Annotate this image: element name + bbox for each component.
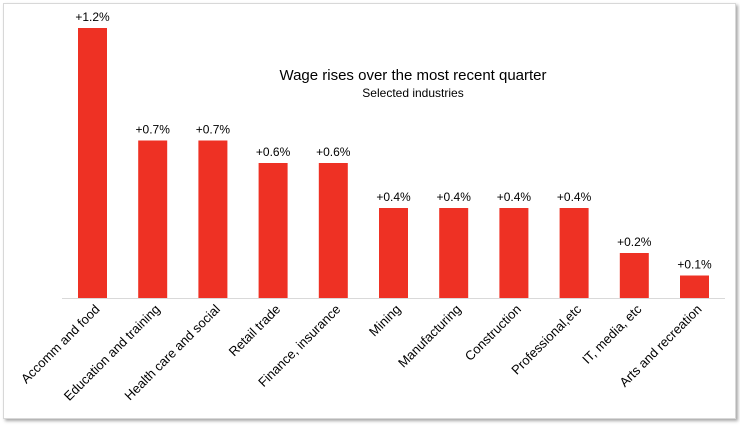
data-label: +0.7% — [136, 123, 171, 137]
data-label: +0.4% — [557, 190, 592, 204]
data-label: +0.4% — [497, 190, 532, 204]
data-label: +1.2% — [75, 10, 110, 24]
bar — [198, 140, 228, 298]
bar — [680, 275, 709, 298]
x-tick-label: IT, media, etc — [579, 301, 645, 367]
bar — [78, 28, 107, 298]
bar — [258, 163, 288, 298]
bar — [379, 208, 408, 298]
bar — [138, 140, 168, 298]
data-label: +0.4% — [437, 190, 472, 204]
chart-subtitle: Selected industries — [362, 86, 463, 100]
x-tick-label: Retail trade — [226, 302, 284, 360]
x-tick-label: Mining — [366, 302, 404, 340]
x-tick-label: Construction — [462, 302, 524, 364]
bar — [499, 208, 529, 298]
data-label: +0.2% — [617, 235, 652, 249]
data-label: +0.1% — [677, 258, 712, 272]
data-label: +0.6% — [316, 145, 351, 159]
bar — [318, 163, 348, 298]
bar — [439, 208, 469, 298]
x-tick-label: Manufacturing — [395, 302, 464, 371]
data-label: +0.4% — [376, 190, 411, 204]
data-label: +0.7% — [196, 123, 231, 137]
chart-title: Wage rises over the most recent quarter — [279, 67, 546, 84]
data-label: +0.6% — [256, 145, 291, 159]
bar — [559, 208, 589, 298]
bar — [619, 253, 649, 298]
chart-frame — [3, 3, 736, 419]
